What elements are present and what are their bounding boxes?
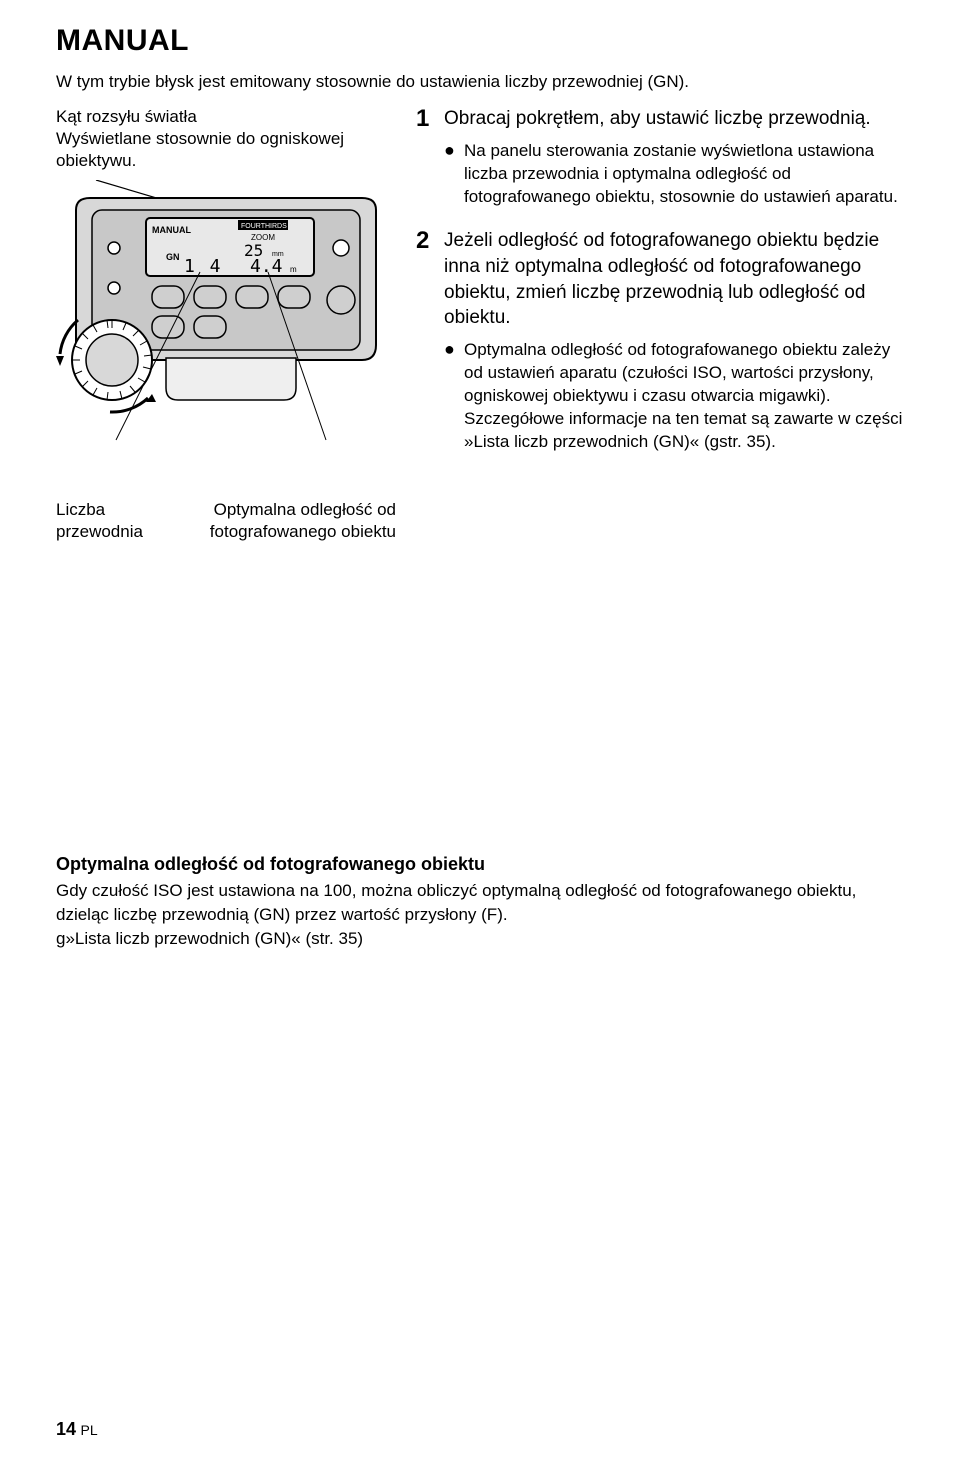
lcd-dist-unit: m xyxy=(290,265,297,274)
step-1-number: 1 xyxy=(416,106,444,216)
page-lang: PL xyxy=(80,1422,97,1438)
step-2-text: Jeżeli odległość od fotografowanego obie… xyxy=(444,228,904,331)
step-1-bullet-1: ● Na panelu sterowania zostanie wyświetl… xyxy=(444,140,904,209)
step-2-number: 2 xyxy=(416,228,444,461)
diagram-label-distance: Optymalna odległość od fotografowanego o… xyxy=(206,499,396,542)
steps-column: 1 Obracaj pokrętłem, aby ustawić liczbę … xyxy=(416,106,904,542)
page-footer: 14 PL xyxy=(56,1419,98,1440)
bullet-icon: ● xyxy=(444,140,464,209)
note-reference: g»Lista liczb przewodnich (GN)« (str. 35… xyxy=(56,927,904,951)
diagram-top-caption: Kąt rozsyłu światła Wyświetlane stosowni… xyxy=(56,106,396,172)
device-illustration: MANUAL FOURTHIRDS ZOOM 25 mm GN 1 4 4.4 … xyxy=(56,180,396,490)
lcd-gn-label: GN xyxy=(166,252,180,262)
note-body: Gdy czułość ISO jest ustawiona na 100, m… xyxy=(56,879,904,927)
step-2-bullet-1-text: Optymalna odległość od fotografowanego o… xyxy=(464,339,904,454)
page-title: MANUAL xyxy=(56,24,904,58)
diagram-column: Kąt rozsyłu światła Wyświetlane stosowni… xyxy=(56,106,396,542)
step-1: 1 Obracaj pokrętłem, aby ustawić liczbę … xyxy=(416,106,904,216)
intro-text: W tym trybie błysk jest emitowany stosow… xyxy=(56,72,904,92)
step-1-text: Obracaj pokrętłem, aby ustawić liczbę pr… xyxy=(444,106,904,132)
lcd-fourthirds: FOURTHIRDS xyxy=(241,223,287,230)
lcd-mode: MANUAL xyxy=(152,225,191,235)
lcd-dist-value: 4.4 xyxy=(250,256,283,277)
step-2-bullet-1: ● Optymalna odległość od fotografowanego… xyxy=(444,339,904,454)
note-title: Optymalna odległość od fotografowanego o… xyxy=(56,852,904,877)
bullet-icon: ● xyxy=(444,339,464,454)
note-section: Optymalna odległość od fotografowanego o… xyxy=(56,852,904,951)
lcd-gn-value: 1 4 xyxy=(184,256,223,277)
page-number: 14 xyxy=(56,1419,76,1439)
diagram-label-gn: Liczba przewodnia xyxy=(56,499,176,542)
step-2: 2 Jeżeli odległość od fotografowanego ob… xyxy=(416,228,904,461)
step-1-bullet-1-text: Na panelu sterowania zostanie wyświetlon… xyxy=(464,140,904,209)
